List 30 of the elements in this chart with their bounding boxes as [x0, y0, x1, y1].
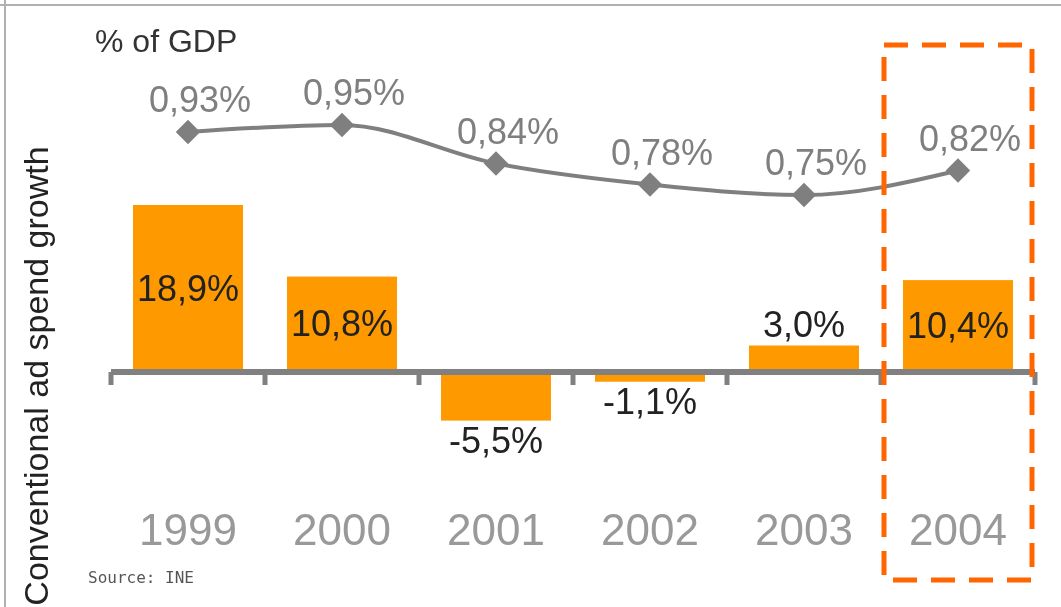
x-tick-label: 2001: [447, 505, 545, 554]
data-label: 0,95%: [302, 72, 406, 113]
data-label: 18,9%: [136, 267, 240, 309]
point: [945, 158, 971, 183]
data-label: 0,82%: [918, 117, 1022, 159]
bar: [749, 345, 859, 372]
data-label: -5,5%: [448, 419, 544, 461]
point: [637, 172, 663, 197]
point: [329, 112, 355, 138]
source-note: Source: INE: [88, 568, 194, 587]
chart-title: % of GDP: [95, 23, 238, 59]
point: [483, 151, 509, 176]
bar: [133, 205, 243, 372]
x-tick-label: 2002: [601, 505, 699, 554]
data-label: 0,75%: [764, 142, 868, 183]
data-label: 3,0%: [762, 304, 846, 346]
data-label: -1,1%: [602, 380, 698, 422]
x-tick-label: 2004: [909, 505, 1007, 554]
point: [791, 182, 817, 208]
x-tick-label: 2003: [755, 505, 853, 554]
y-axis-title: Conventional ad spend growth: [17, 146, 55, 606]
x-tick-label: 1999: [139, 505, 237, 554]
data-label: 0,93%: [148, 79, 252, 120]
data-label: 10,4%: [906, 305, 1010, 347]
data-label: 0,84%: [456, 110, 560, 152]
bar: [441, 372, 551, 421]
data-label: 10,8%: [290, 303, 394, 345]
data-label: 0,78%: [610, 131, 714, 173]
x-tick-label: 2000: [293, 505, 391, 554]
point: [175, 119, 201, 145]
